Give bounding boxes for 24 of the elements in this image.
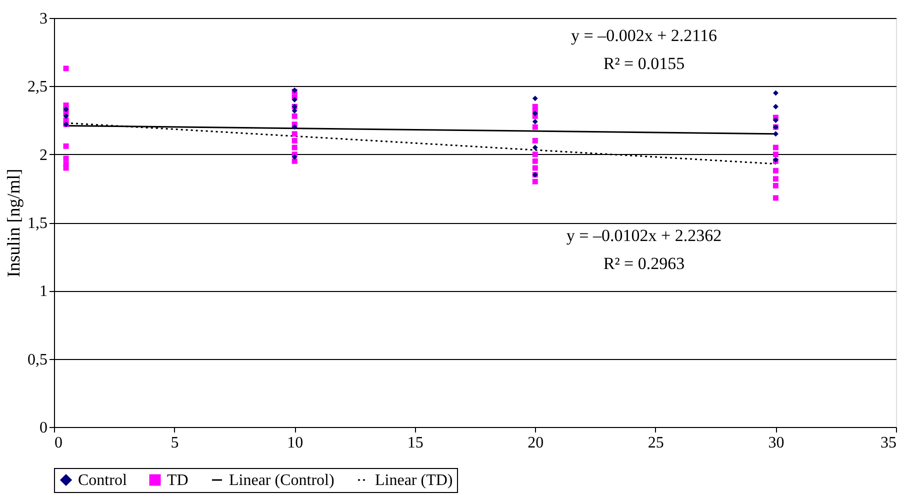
legend-label: Linear (TD): [375, 472, 453, 489]
y-tick-label: 1,5: [28, 215, 48, 232]
annotation: y = –0.0102x + 2.2362: [566, 226, 722, 245]
x-tick-label: 20: [528, 434, 544, 452]
y-tick-label: 2,5: [28, 78, 48, 96]
legend-label: Linear (Control): [229, 472, 334, 489]
annotation: y = –0.002x + 2.2116: [570, 26, 718, 45]
y-tick-label: 1: [40, 283, 48, 300]
y-tick-label: 2: [40, 146, 48, 164]
legend-label: TD: [167, 472, 188, 489]
x-tick-label: 0: [54, 434, 62, 452]
x-tick-label: 30: [768, 434, 784, 452]
annotation: R² = 0.2963: [603, 254, 685, 273]
x-tick-label: 15: [407, 434, 424, 452]
y-tick-label: 0: [40, 420, 48, 436]
annotation: R² = 0.0155: [603, 54, 685, 73]
x-tick-label: 5: [170, 434, 179, 452]
y-tick-label: 0,5: [28, 351, 48, 368]
x-tick-label: 35: [880, 434, 896, 452]
x-tick-label: 25: [648, 434, 664, 452]
y-axis-title: Insulin [ng/ml]: [4, 168, 24, 278]
legend-label: Control: [78, 472, 128, 489]
y-tick-label: 3: [40, 10, 48, 28]
x-tick-label: 10: [287, 434, 304, 452]
